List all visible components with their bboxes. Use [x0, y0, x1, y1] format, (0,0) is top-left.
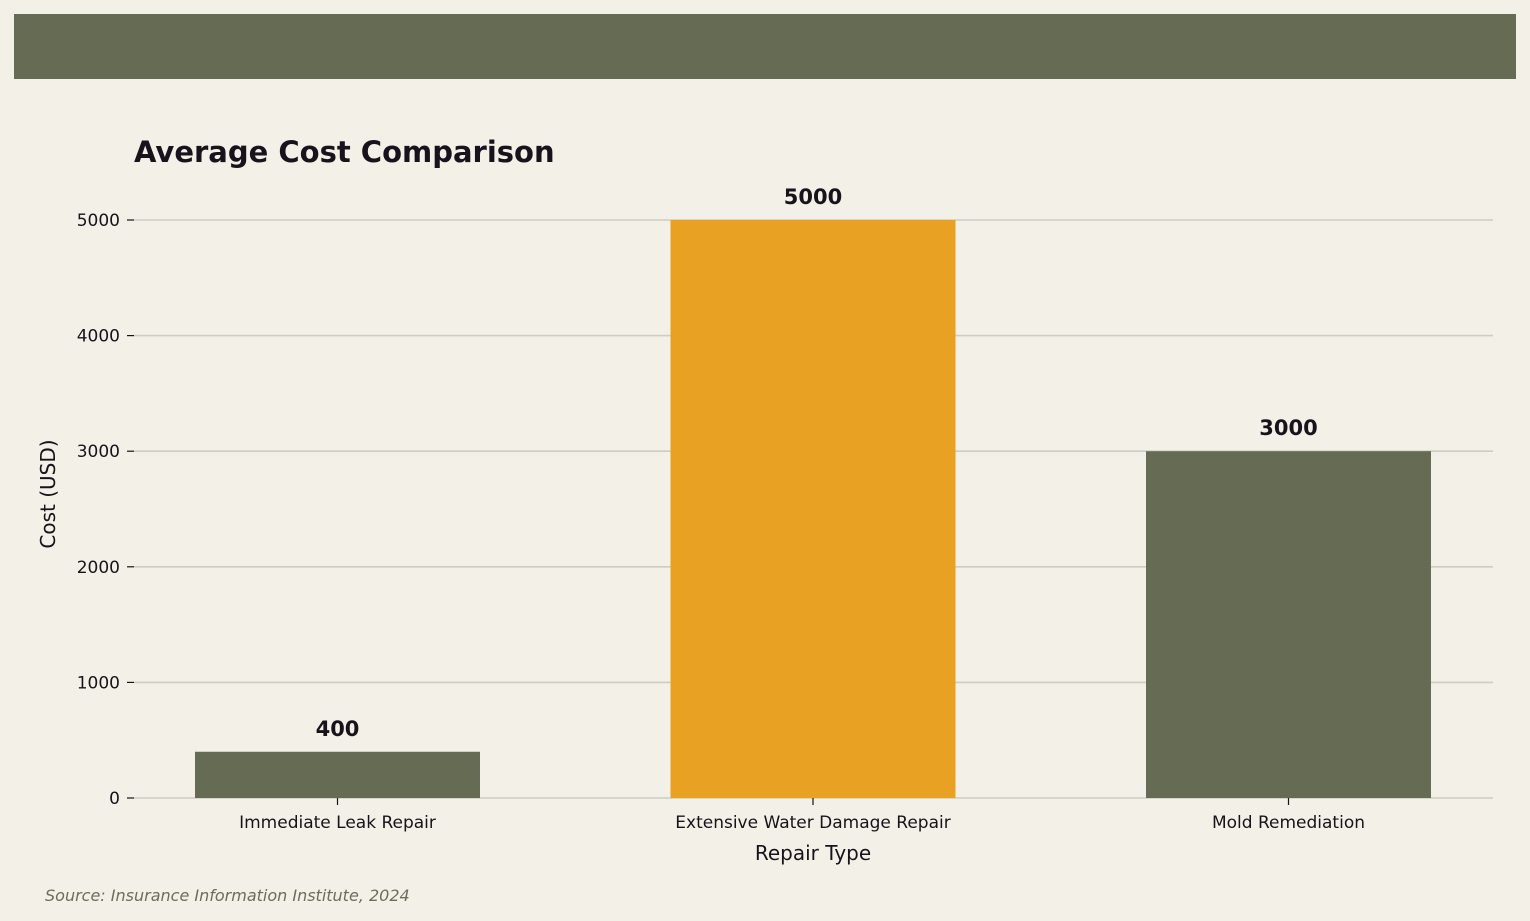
x-axis-label: Repair Type: [755, 841, 871, 865]
y-tick-label: 0: [109, 789, 120, 809]
y-tick-label: 3000: [77, 442, 120, 462]
data-label: 3000: [1259, 416, 1317, 440]
data-label: 5000: [784, 185, 842, 209]
bars: 400 5000 3000: [195, 185, 1431, 798]
bar: [1146, 451, 1431, 798]
data-label: 400: [316, 717, 360, 741]
y-tick-label: 1000: [77, 673, 120, 693]
bar: [195, 751, 480, 798]
axes: 0 1000 2000 3000 4000 5000 Immediate Leak Repa…: [77, 211, 1365, 833]
y-axis-label: Cost (USD): [36, 439, 60, 548]
y-tick-label: 2000: [77, 558, 120, 578]
chart-title: Average Cost Comparison: [134, 135, 555, 169]
x-tick-label: Extensive Water Damage Repair: [675, 813, 950, 833]
source-note: Source: Insurance Information Institute,…: [45, 886, 410, 905]
y-tick-label: 5000: [77, 211, 120, 231]
x-tick-label: Immediate Leak Repair: [239, 813, 436, 833]
bar: [670, 220, 956, 798]
y-tick-label: 4000: [77, 327, 120, 347]
x-tick-label: Mold Remediation: [1212, 813, 1365, 833]
top-banner: [14, 14, 1516, 79]
